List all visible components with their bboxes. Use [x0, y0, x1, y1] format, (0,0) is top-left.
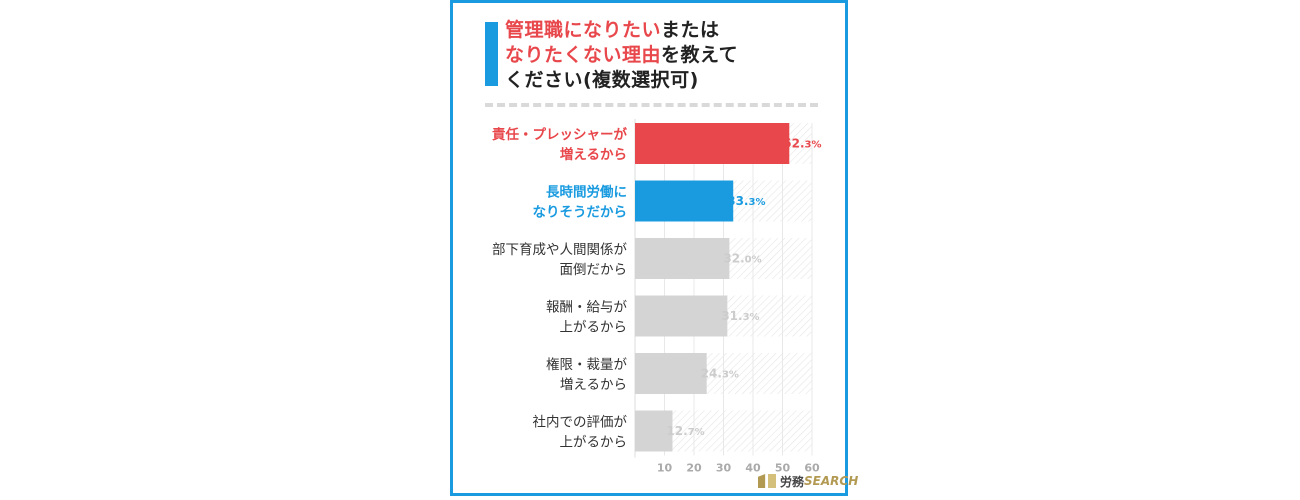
- x-tick-label: 50: [775, 462, 791, 475]
- value-label: 12.7%: [666, 424, 704, 438]
- value-label: 33.3%: [727, 194, 765, 208]
- x-tick-label: 30: [716, 462, 732, 475]
- category-label: 上がるから: [560, 435, 628, 451]
- title-text-2: を教えて: [661, 44, 739, 66]
- bar: [635, 410, 673, 452]
- x-tick-label: 40: [745, 462, 761, 475]
- x-tick-label: 20: [686, 462, 702, 475]
- value-label: 52.3%: [783, 137, 821, 151]
- title-divider: [485, 103, 818, 107]
- category-label: 面倒だから: [560, 262, 628, 278]
- category-label: 増えるから: [560, 377, 627, 393]
- value-label: 24.3%: [701, 367, 739, 381]
- bar: [635, 353, 707, 394]
- bar: [635, 295, 728, 337]
- value-label: 31.3%: [721, 309, 759, 323]
- logo-text-2: SEARCH: [804, 474, 859, 488]
- x-tick-label: 60: [804, 462, 820, 475]
- logo-text-1: 労務: [780, 474, 805, 489]
- category-label: 社内での評価が: [533, 415, 628, 431]
- title-accent-bar: [485, 22, 498, 86]
- chart-title: 管理職になりたいまたはなりたくない理由を教えてください(複数選択可): [505, 18, 835, 93]
- title-text-3: ください(複数選択可): [505, 69, 699, 91]
- category-label: 上がるから: [560, 320, 628, 336]
- bar: [635, 238, 730, 279]
- category-label: 権限・裁量が: [546, 356, 627, 373]
- title-highlight-2: なりたくない理由: [505, 44, 662, 66]
- category-label: 報酬・給与が: [546, 300, 627, 316]
- category-label: 責任・プレッシャーが: [492, 126, 627, 143]
- x-tick-label: 10: [657, 462, 673, 475]
- logo-mark-icon: [758, 474, 766, 488]
- brand-logo: 労務 SEARCH: [758, 472, 858, 490]
- bar: [635, 123, 790, 164]
- category-label: 長時間労働に: [546, 184, 627, 201]
- logo-mark-icon-2: [768, 474, 776, 488]
- bar: [635, 180, 734, 222]
- value-label: 32.0%: [723, 252, 761, 266]
- title-highlight-1: 管理職になりたい: [505, 19, 662, 41]
- title-text-1: または: [661, 19, 720, 41]
- category-label: 部下育成や人間関係が: [492, 242, 627, 258]
- category-label: なりそうだから: [533, 205, 628, 221]
- category-label: 増えるから: [560, 146, 627, 163]
